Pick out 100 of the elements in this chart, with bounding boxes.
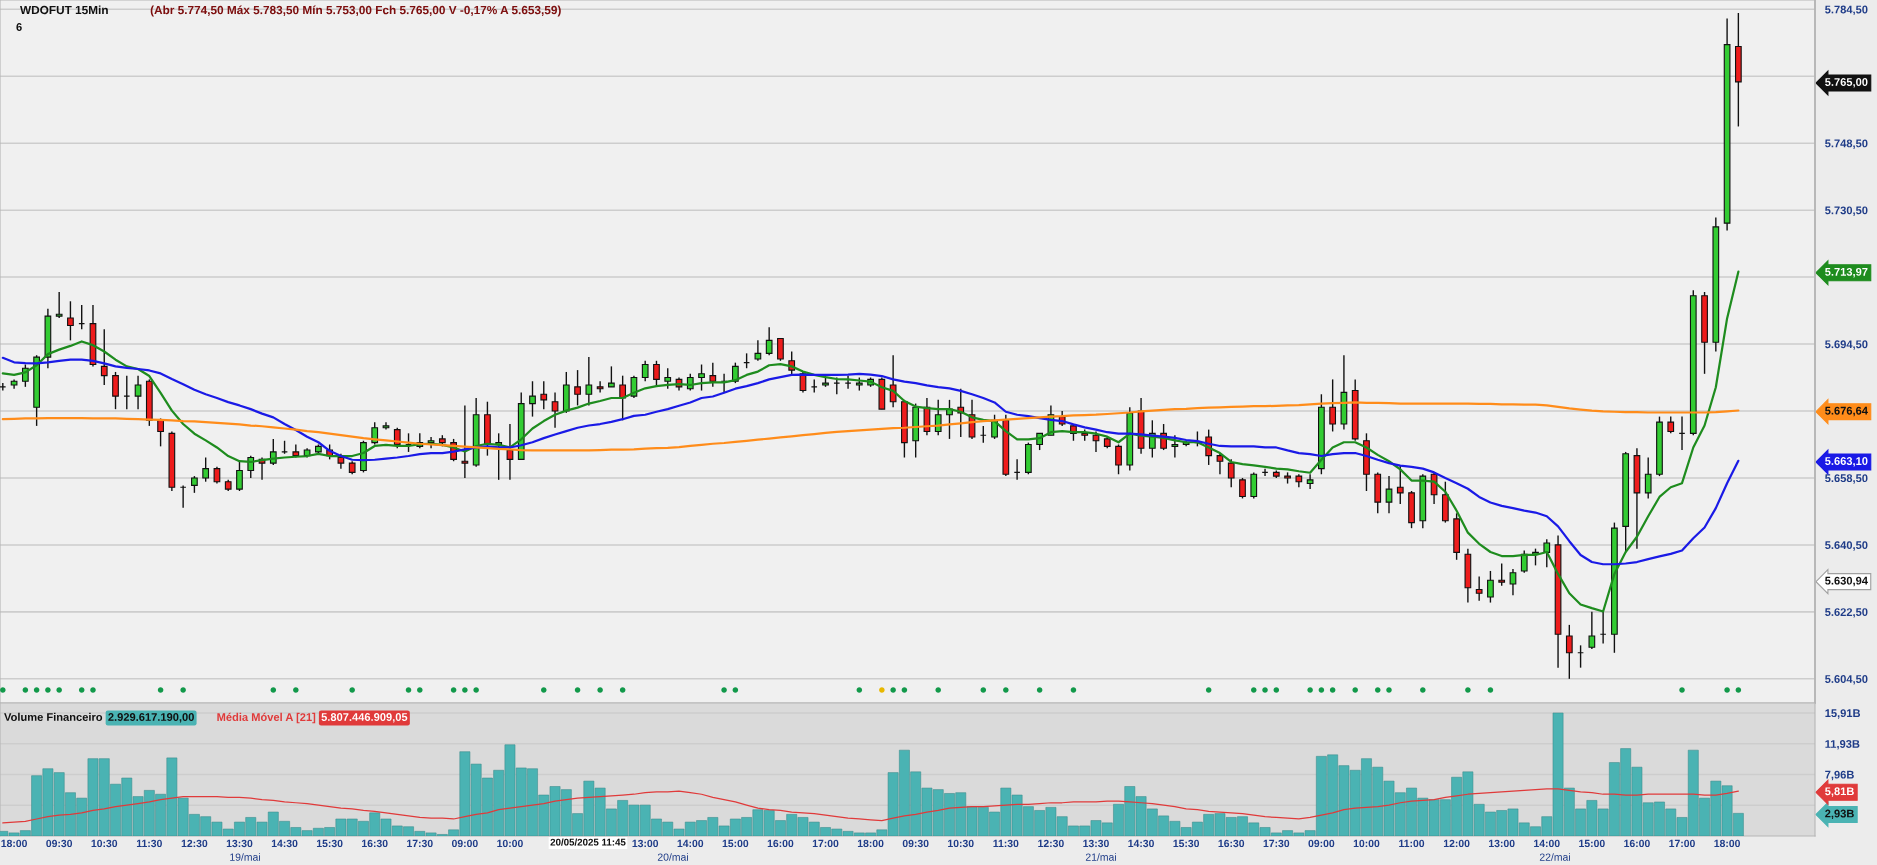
- x-tick-label: 14:30: [271, 839, 298, 848]
- y2-tick-label: 5.713,97: [1825, 267, 1868, 278]
- y2-tick-label: 5.630,94: [1825, 576, 1868, 587]
- candlestick: [1509, 568, 1517, 596]
- annotation: 5.807.446.909,05: [321, 713, 408, 723]
- x-tick-label: 16:00: [1624, 839, 1650, 848]
- text: Volume Financeiro: [4, 712, 103, 721]
- candlestick: [574, 369, 581, 407]
- text: 21/mai: [1085, 853, 1116, 861]
- candlestick: [934, 399, 942, 436]
- candlestick: [653, 360, 660, 388]
- candlestick: [1644, 456, 1652, 500]
- x-tick-label: 14:30: [1128, 839, 1154, 848]
- x-tick-label: 13:00: [632, 839, 659, 848]
- candlestick: [1115, 443, 1122, 475]
- candlestick: [1227, 458, 1235, 488]
- x-tick-label: 15:00: [722, 839, 749, 848]
- x-tick-label: 09:30: [902, 839, 929, 848]
- candlestick: [1250, 471, 1258, 500]
- candlestick: [664, 367, 672, 390]
- x-tick-label: 09:30: [46, 839, 73, 848]
- candlestick: [1216, 453, 1224, 475]
- x-tick-label: 16:30: [1218, 839, 1245, 848]
- x-tick-label: 15:00: [1579, 839, 1605, 848]
- annotation: 2.929.617.190,00: [108, 713, 194, 723]
- x-tick-label: 17:30: [407, 839, 433, 848]
- x-tick-label: 10:30: [91, 839, 118, 848]
- candlestick: [236, 460, 243, 492]
- candlestick: [1385, 475, 1393, 514]
- y2-tick-label: 5.663,10: [1825, 457, 1868, 467]
- x-tick-label: 12:30: [181, 839, 208, 848]
- x-tick-label: 12:30: [1038, 839, 1064, 848]
- candlestick: [1306, 473, 1314, 490]
- text: 20/mai: [657, 853, 688, 861]
- x-tick-label: 13:30: [1083, 839, 1109, 848]
- x-tick-label: 18:00: [857, 839, 884, 848]
- y-tick-label: 5.694,50: [1825, 340, 1868, 350]
- candlestick: [1396, 464, 1404, 505]
- x-tick-label: 13:00: [1489, 839, 1515, 848]
- x-tick-label: 09:00: [1308, 839, 1335, 848]
- candlestick: [1329, 378, 1337, 433]
- candlestick: [55, 291, 63, 319]
- y-tick-label: 5,81B: [1825, 787, 1854, 797]
- candlestick: [134, 374, 142, 410]
- x-tick-label: 09:00: [451, 839, 478, 848]
- y-tick-label: 11,93B: [1825, 740, 1860, 750]
- candlestick: [765, 326, 773, 356]
- x-tick-label: 16:00: [767, 839, 794, 848]
- candlestick: [529, 380, 536, 418]
- candlestick: [202, 456, 210, 483]
- annotation: 6: [16, 23, 22, 31]
- candlestick: [551, 391, 559, 429]
- x-tick-label: 11:30: [136, 839, 162, 848]
- candlestick: [540, 380, 548, 410]
- x-tick-label: 10:00: [1353, 839, 1380, 848]
- candlestick: [1588, 611, 1596, 650]
- candlestick: [698, 363, 705, 392]
- candlestick: [844, 374, 852, 390]
- candlestick: [1487, 570, 1494, 604]
- candlestick: [1475, 575, 1483, 602]
- candlestick: [1239, 477, 1246, 500]
- y-tick-label: 5.622,50: [1825, 608, 1868, 618]
- candlestick: [889, 354, 897, 408]
- line-series: [1, 270, 1740, 613]
- x-tick-label: 14:00: [677, 839, 704, 848]
- line-series: [2, 788, 1739, 824]
- candlestick: [1543, 538, 1551, 568]
- candlestick: [777, 337, 784, 362]
- y2-tick-label: 5.676,64: [1825, 406, 1868, 417]
- y-tick-label: 5.730,50: [1825, 206, 1868, 216]
- y-tick-label: 7,96B: [1825, 770, 1854, 781]
- y-tick-label: 5.784,50: [1825, 5, 1868, 16]
- candlestick: [1565, 624, 1573, 680]
- y-tick-label: 5.748,50: [1825, 139, 1868, 149]
- x-tick-label: 10:00: [497, 839, 523, 848]
- chart-subtitle: (Abr 5.774,50 Máx 5.783,50 Mín 5.753,00 Fch 5.765,00 V -0,17% A 5.653,59): [150, 5, 561, 17]
- candlestick: [1171, 434, 1179, 459]
- y-tick-label: 5.604,50: [1825, 675, 1868, 685]
- x-tick-label: 17:30: [1263, 839, 1290, 848]
- text: 19/mai: [230, 853, 260, 861]
- candlestick: [461, 404, 469, 479]
- candlestick: [596, 380, 604, 394]
- x-tick-label: 10:30: [948, 839, 974, 848]
- candlestick: [754, 339, 762, 362]
- x-tick-label: 17:00: [812, 839, 839, 848]
- x-tick-label: 11:00: [1399, 839, 1425, 848]
- x-tick-label: 11:30: [993, 839, 1019, 848]
- candlestick: [112, 371, 119, 410]
- candlestick: [100, 328, 108, 386]
- x-tick-label: 16:30: [362, 839, 388, 848]
- y-tick-label: 2,93B: [1825, 809, 1854, 820]
- x-tick-label: 15:30: [1173, 839, 1200, 848]
- text: Média Móvel A [21]: [217, 712, 316, 724]
- x-tick-label: 15:30: [316, 839, 343, 848]
- candlestick: [608, 365, 615, 388]
- candlestick: [67, 300, 74, 342]
- candlestick: [1520, 549, 1528, 574]
- y-tick-label: 15,91B: [1825, 709, 1861, 719]
- candlestick: [123, 374, 131, 410]
- candlestick: [157, 417, 164, 448]
